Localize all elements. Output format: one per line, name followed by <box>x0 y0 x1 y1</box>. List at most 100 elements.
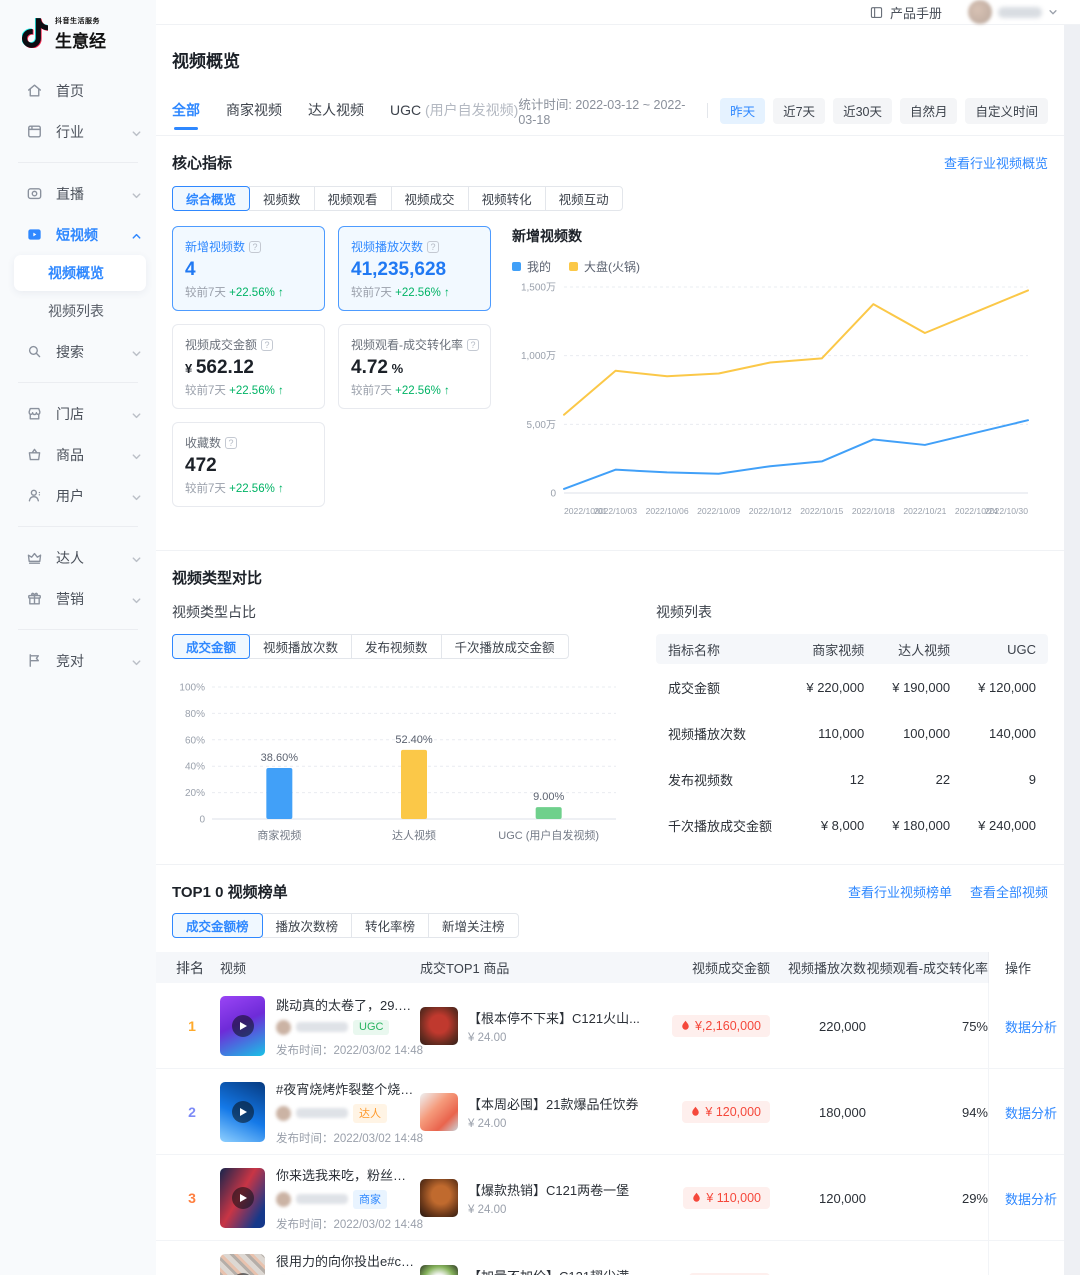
svg-text:2022/10/09: 2022/10/09 <box>697 506 740 516</box>
legend-item-market[interactable]: 大盘(火锅) <box>569 258 640 275</box>
table-row: 3 你来选我来吃，粉丝开盲盒... 商家 发布时间：2022/03/02 14:… <box>156 1155 1064 1241</box>
rank-tab-plays[interactable]: 播放次数榜 <box>261 913 353 938</box>
divider <box>156 135 1064 136</box>
metric-tab-video-conversion[interactable]: 视频转化 <box>467 186 546 211</box>
video-thumbnail[interactable] <box>220 996 265 1056</box>
tab-all[interactable]: 全部 <box>172 100 200 130</box>
sidebar-item-store[interactable]: 门店 <box>0 393 156 434</box>
range-custom[interactable]: 自定义时间 <box>965 97 1048 124</box>
range-yesterday[interactable]: 昨天 <box>720 97 766 124</box>
legend-item-mine[interactable]: 我的 <box>512 258 551 275</box>
video-thumbnail[interactable] <box>220 1254 265 1275</box>
chevron-down-icon <box>131 126 142 137</box>
play-icon <box>231 1015 254 1037</box>
metric-tab-video-views[interactable]: 视频观看 <box>313 186 392 211</box>
user-menu[interactable] <box>968 0 1058 24</box>
sidebar-item-video-list[interactable]: 视频列表 <box>48 303 104 319</box>
video-type-tabs: 全部 商家视频 达人视频 UGC (用户自发视频) <box>172 100 518 130</box>
product-price: ¥ 24.00 <box>468 1204 507 1216</box>
sidebar-item-live[interactable]: 直播 <box>0 173 156 214</box>
sidebar-item-users[interactable]: 用户 <box>0 475 156 516</box>
metric-card-new-videos[interactable]: 新增视频数? 4 较前7天 +22.56% ↑ <box>172 226 325 311</box>
share-tab-amount[interactable]: 成交金额 <box>172 634 251 659</box>
view-industry-ranking-link[interactable]: 查看行业视频榜单 <box>847 885 952 900</box>
sidebar-divider <box>18 382 138 383</box>
chevron-down-icon <box>131 552 142 563</box>
live-camera-icon <box>26 185 43 202</box>
video-type-table: 指标名称 商家视频 达人视频 UGC 成交金额 ¥ 220,000 ¥ 190,00… <box>656 634 1048 848</box>
metric-card-view-conversion[interactable]: 视频观看-成交转化率? 4.72 % 较前7天 +22.56% ↑ <box>338 324 491 409</box>
sidebar-divider <box>18 526 138 527</box>
play-icon <box>231 1101 254 1123</box>
trend-chart-panel: 新增视频数 我的 大盘(火锅) 0 5,00万 1,000万 1,500万 2022/1… <box>506 226 1048 532</box>
svg-text:达人视频: 达人视频 <box>392 828 436 842</box>
video-thumbnail[interactable] <box>220 1082 265 1142</box>
svg-text:1,000万: 1,000万 <box>521 351 556 362</box>
help-icon[interactable]: ? <box>427 240 440 253</box>
conversion-rate: 94% <box>961 1104 988 1120</box>
video-title: #夜宵烧烤炸裂整个烧烤界 <box>276 1081 418 1097</box>
metric-tab-overview[interactable]: 综合概览 <box>172 186 251 211</box>
share-tab-plays[interactable]: 视频播放次数 <box>249 634 353 659</box>
sidebar-item-home[interactable]: 首页 <box>0 70 156 111</box>
ranking-tab-group: 成交金额榜 播放次数榜 转化率榜 新增关注榜 <box>172 913 519 938</box>
share-tab-per-mille[interactable]: 千次播放成交金额 <box>440 634 569 659</box>
data-analysis-link[interactable]: 数据分析 <box>1005 1105 1058 1121</box>
metric-tab-video-engagement[interactable]: 视频互动 <box>544 186 623 211</box>
sidebar-item-industry[interactable]: 行业 <box>0 111 156 152</box>
svg-text:100%: 100% <box>179 683 205 694</box>
rank-tab-amount[interactable]: 成交金额榜 <box>172 913 263 938</box>
divider <box>156 550 1064 551</box>
play-icon <box>231 1187 254 1209</box>
user-icon <box>26 487 43 504</box>
video-type-badge: UGC <box>353 1019 390 1035</box>
rank-tab-conversion[interactable]: 转化率榜 <box>351 913 430 938</box>
brand-logo[interactable]: 抖音生活服务 生意经 <box>0 12 156 70</box>
help-icon[interactable]: ? <box>249 240 262 253</box>
amount-badge: ¥,2,160,000 <box>671 1015 770 1037</box>
page-title: 视频概览 <box>172 52 240 71</box>
rank-tab-followers[interactable]: 新增关注榜 <box>428 913 519 938</box>
range-7d[interactable]: 近7天 <box>773 97 826 124</box>
sidebar-item-competitor[interactable]: 竞对 <box>0 640 156 681</box>
help-icon[interactable]: ? <box>261 338 274 351</box>
view-all-videos-link[interactable]: 查看全部视频 <box>969 885 1048 900</box>
metric-card-video-plays[interactable]: 视频播放次数? 41,235,628 较前7天 +22.56% ↑ <box>338 226 491 311</box>
sidebar-item-talent[interactable]: 达人 <box>0 537 156 578</box>
brand-tagline: 抖音生活服务 <box>55 18 100 25</box>
data-analysis-link[interactable]: 数据分析 <box>1005 1191 1058 1207</box>
table-row: 4 很用力的向你投出e#cupid... 商家 发布时间：2022/03/02 … <box>156 1241 1064 1275</box>
tab-ugc[interactable]: UGC (用户自发视频) <box>390 101 519 118</box>
play-count: 180,000 <box>819 1104 866 1120</box>
basket-icon <box>26 446 43 463</box>
sidebar-item-marketing[interactable]: 营销 <box>0 578 156 619</box>
metric-card-favorites[interactable]: 收藏数? 472 较前7天 +22.56% ↑ <box>172 422 325 507</box>
help-icon[interactable]: ? <box>225 436 238 449</box>
metric-card-deal-amount[interactable]: 视频成交金额? ¥ 562.12 较前7天 +22.56% ↑ <box>172 324 325 409</box>
play-count: 120,000 <box>819 1190 866 1206</box>
data-analysis-link[interactable]: 数据分析 <box>1005 1019 1058 1035</box>
metric-tab-video-deals[interactable]: 视频成交 <box>390 186 469 211</box>
divider <box>707 103 709 118</box>
top10-table-header: 排名 视频 成交TOP1 商品 视频成交金额 视频播放次数 视频观看-成交转化率… <box>156 952 1064 983</box>
video-thumbnail[interactable] <box>220 1168 265 1228</box>
col-header: 排名 <box>176 959 204 976</box>
sidebar-item-short-video[interactable]: 短视频 <box>0 214 156 255</box>
metric-tab-video-count[interactable]: 视频数 <box>249 186 315 211</box>
svg-text:52.40%: 52.40% <box>395 734 433 746</box>
tab-merchant-video[interactable]: 商家视频 <box>226 101 282 118</box>
share-tab-published[interactable]: 发布视频数 <box>351 634 442 659</box>
tab-talent-video[interactable]: 达人视频 <box>308 101 364 118</box>
chevron-down-icon <box>131 408 142 419</box>
sidebar-item-video-overview[interactable]: 视频概览 <box>14 255 146 291</box>
share-metric-tab-group: 成交金额 视频播放次数 发布视频数 千次播放成交金额 <box>172 634 569 659</box>
help-icon[interactable]: ? <box>467 338 479 351</box>
range-month[interactable]: 自然月 <box>899 97 958 124</box>
product-manual-link[interactable]: 产品手册 <box>869 3 942 22</box>
rank-number: 3 <box>188 1190 196 1206</box>
sidebar-item-goods[interactable]: 商品 <box>0 434 156 475</box>
sidebar-item-search[interactable]: 搜索 <box>0 331 156 372</box>
range-30d[interactable]: 近30天 <box>833 97 892 124</box>
view-industry-overview-link[interactable]: 查看行业视频概览 <box>943 156 1048 171</box>
